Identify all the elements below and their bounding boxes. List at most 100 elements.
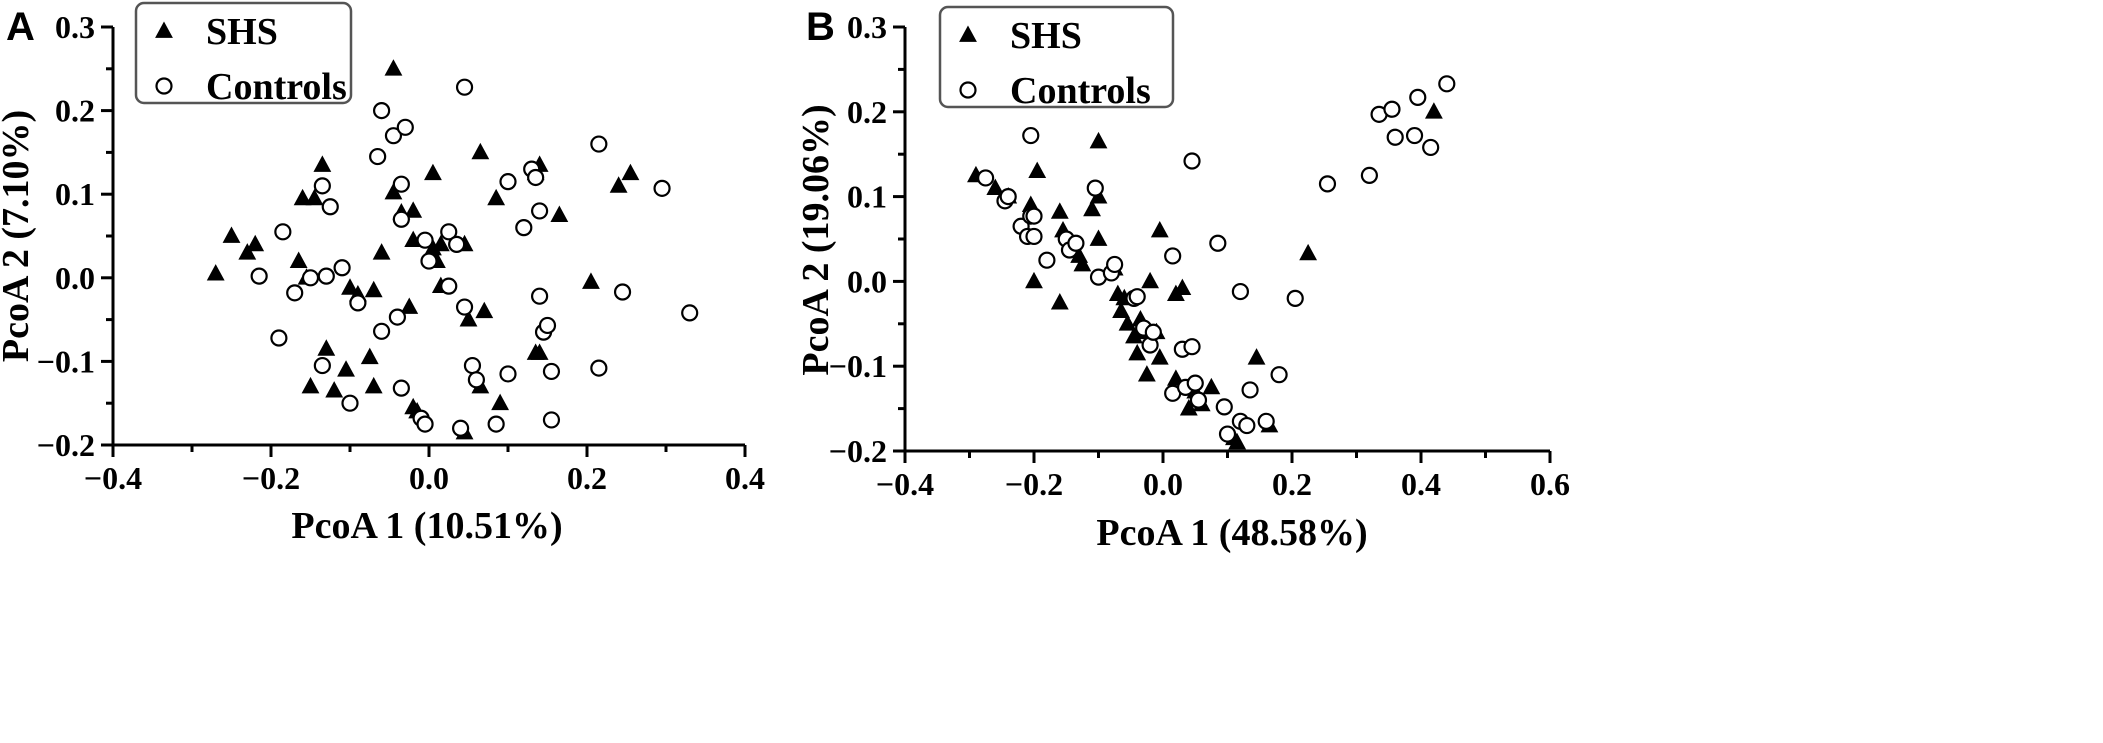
panel-a-control-point (369, 147, 387, 166)
panel-a-shs-point (491, 393, 510, 411)
panel-a-control-point (455, 298, 474, 316)
panel-b-y-tick-label: 0.0 (847, 263, 887, 299)
panel-b-shs-point (1150, 220, 1169, 238)
panel-b-shs-point (1141, 271, 1160, 289)
panel-a-control-point (274, 223, 292, 241)
panel-a-legend-label: SHS (206, 11, 278, 53)
panel-b-control-point (1183, 338, 1201, 356)
panel-a-control-point (396, 118, 414, 136)
panel-a-shs-point (305, 188, 324, 206)
panel-a-control-point (487, 415, 505, 433)
panel-b-shs-point (1173, 278, 1192, 296)
panel-b-control-point (1025, 207, 1043, 225)
panel-b-shs-point (1073, 254, 1092, 272)
panel-a-control-point (317, 267, 335, 285)
panel-b-control-point (1360, 166, 1379, 184)
panel-b-shs-point (1089, 131, 1108, 149)
panel-a-shs-point (550, 205, 569, 222)
panel-b-control-point (1405, 126, 1424, 145)
panel-b-control-point (1257, 412, 1275, 430)
panel-a-control-point (373, 322, 391, 340)
panel-a-control-point (286, 284, 304, 302)
panel-a: A −0.4 −0.2 0.0 0.2 0.4−0.2−0.10.00.10.20.3 … (0, 1, 765, 547)
panel-a-shs-point (582, 272, 600, 289)
panel-b-shs-point (1089, 229, 1108, 246)
panel-b-control-point (1215, 398, 1233, 416)
panel-b-marks (967, 75, 1456, 450)
panel-b-x-tick-label: 0.0 (1143, 466, 1183, 502)
panel-b-control-point (1438, 75, 1456, 93)
panel-b-shs-point (986, 178, 1005, 195)
panel-b-control-point (1183, 152, 1201, 170)
panel-b-x-tick-label: 0.2 (1272, 466, 1312, 502)
panel-b-shs-point (1150, 348, 1169, 365)
panel-a-control-point (392, 175, 410, 193)
panel-a-shs-point (313, 155, 332, 172)
panel-b-shs-point (1424, 102, 1443, 119)
panel-a-control-point (538, 316, 557, 335)
panel-a-control-point (590, 359, 608, 377)
panel-a-shs-point (475, 301, 494, 319)
panel-a-x-tick-label: 0.2 (567, 460, 607, 496)
panel-a-control-point (416, 231, 434, 249)
panel-a-control-point (440, 277, 458, 295)
panel-a-shs-point (384, 59, 403, 76)
panel-a-y-tick-label: 0.1 (55, 176, 95, 212)
panel-a-control-point (455, 78, 474, 96)
panel-a-shs-point (317, 339, 336, 356)
panel-a-y-tick-label: 0.0 (55, 260, 95, 296)
panel-a-shs-point (372, 243, 391, 260)
panel-b-x-axis-title: PcoA 1 (48.58%) (1096, 512, 1367, 554)
panel-b-legend-circle-icon (959, 81, 977, 99)
panel-b-shs-point (1179, 399, 1198, 416)
panel-a-x-tick-label: 0.4 (725, 460, 765, 496)
panel-a-shs-point (400, 297, 419, 314)
panel-b-shs-point (1050, 293, 1069, 310)
panel-a-x-tick-label: −0.2 (242, 460, 300, 496)
panel-a-control-point (452, 419, 470, 437)
panel-b-control-point (1318, 175, 1337, 193)
panel-b-control-point (1386, 128, 1404, 146)
panel-a-axes: −0.4 −0.2 0.0 0.2 0.4−0.2−0.10.00.10.20.3 (37, 9, 765, 496)
panel-b-control-point (1238, 416, 1256, 435)
panel-b-y-tick-label: 0.3 (847, 9, 887, 45)
panel-a-shs-point (341, 278, 359, 295)
panel-a-control-point (313, 356, 331, 375)
panel-b-control-point (1144, 323, 1162, 341)
panel-a-shs-point (337, 360, 355, 377)
panel-a-control-point (530, 287, 549, 305)
panel-a-shs-point (431, 234, 450, 252)
panel-b-shs-point (1112, 301, 1130, 318)
panel-a-control-point (463, 356, 482, 375)
panel-a-control-point (542, 362, 561, 381)
panel-b-legend-triangle-icon (959, 25, 977, 42)
panel-a-control-point (416, 415, 434, 433)
panel-a-control-point (301, 269, 320, 287)
panel-b-y-tick-label: −0.2 (829, 433, 887, 469)
panel-a-shs-point (246, 234, 265, 252)
panel-a-control-point (499, 173, 517, 191)
panel-a-control-point (341, 394, 359, 412)
panel-a-shs-point (609, 176, 628, 193)
panel-a-x-tick-label: −0.4 (84, 460, 142, 496)
panel-a-control-point (388, 308, 406, 326)
panel-a-y-tick-label: 0.3 (55, 9, 95, 45)
panel-a-control-point (590, 135, 608, 153)
panel-b-control-point (1409, 88, 1427, 106)
panel-b-shs-point (1137, 365, 1156, 382)
panel-a-control-point (515, 219, 533, 237)
panel-a-series-controls (250, 78, 699, 437)
panel-b-y-tick-label: 0.1 (847, 179, 887, 215)
panel-b-control-point (1383, 100, 1401, 118)
panel-b-control-point (1106, 255, 1124, 274)
panel-a-shs-point (424, 163, 442, 181)
panel-b: B −0.4 −0.2 0.0 0.2 0.4 0.6−0.2−0.10.00.10.20… (795, 5, 1570, 554)
panel-b-shs-point (1050, 202, 1069, 219)
panel-b-shs-point (1128, 343, 1147, 361)
panel-a-legend-label: Controls (206, 66, 347, 108)
panel-b-control-point (1241, 381, 1259, 399)
panel-a-control-point (499, 365, 517, 383)
panel-b-shs-point (1228, 432, 1247, 450)
panel-a-control-point (681, 304, 699, 322)
panel-b-control-point (1067, 234, 1085, 252)
